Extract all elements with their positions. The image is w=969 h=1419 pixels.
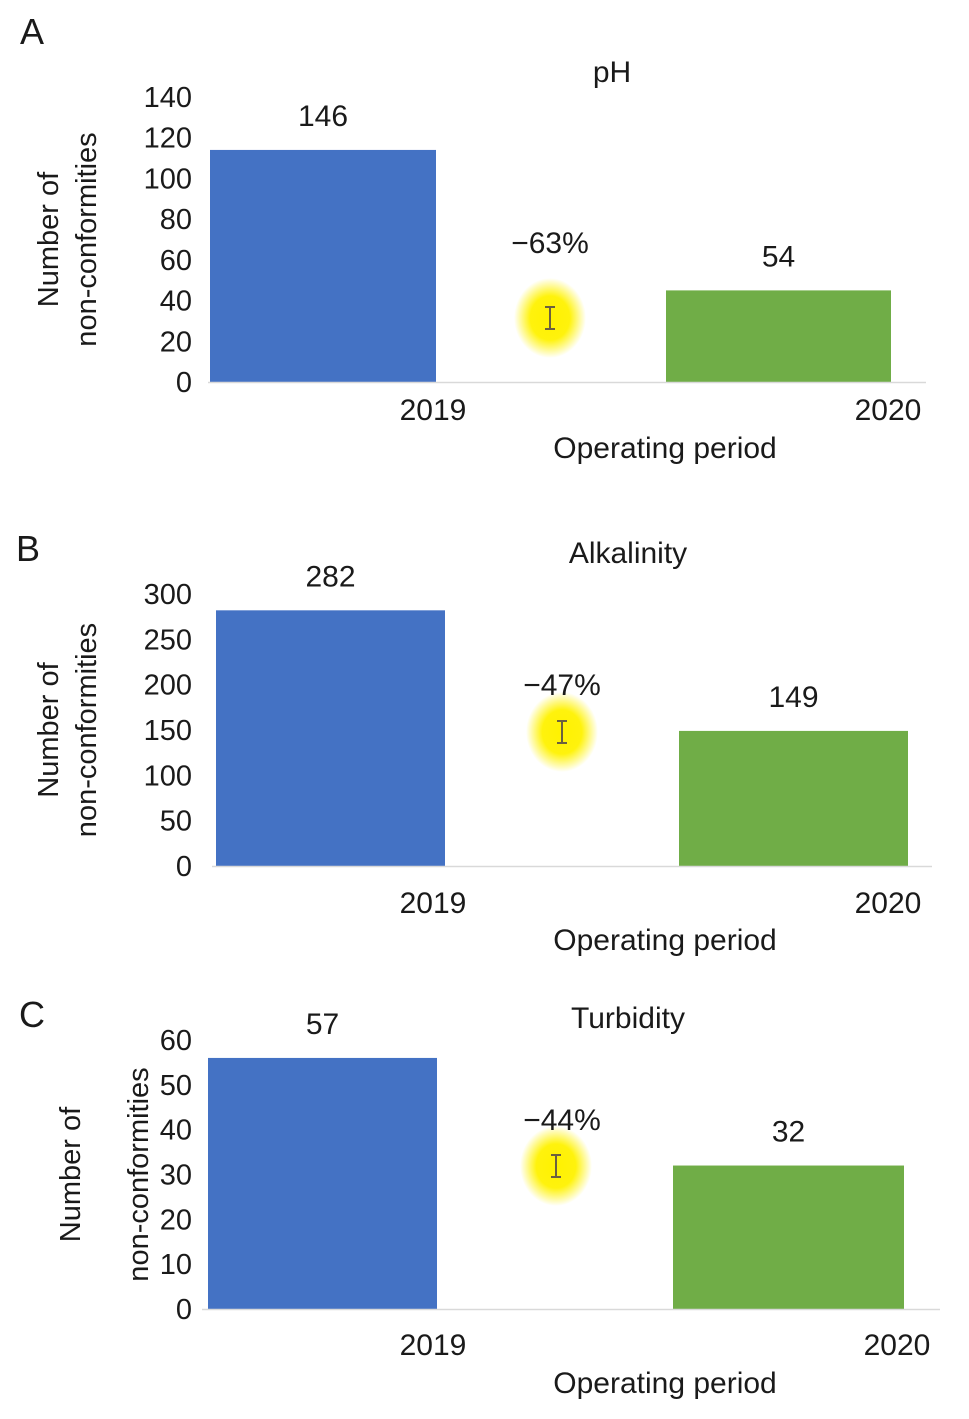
y-tick-label: 100 (144, 760, 192, 792)
y-axis-label-line-2: non-conformities (123, 1067, 155, 1281)
y-axis-label-line-1: Number of (33, 661, 65, 797)
bar-2019 (208, 1057, 437, 1309)
data-label-2019: 57 (306, 1008, 339, 1041)
y-tick-label: 20 (160, 326, 192, 358)
bar-2020 (679, 730, 908, 866)
y-axis-label-line-1: Number of (33, 171, 65, 307)
y-tick-label: 60 (160, 245, 192, 277)
x-tick-label-2019: 2019 (400, 1329, 467, 1362)
panel-label: B (16, 528, 40, 569)
y-tick-label: 250 (144, 624, 192, 656)
y-tick-label: 50 (160, 806, 192, 838)
x-tick-label-2019: 2019 (400, 394, 467, 427)
bar-2019 (216, 610, 445, 866)
data-label-2020: 149 (768, 681, 818, 714)
y-axis-label-line-2: non-conformities (71, 132, 103, 346)
data-label-2019: 282 (305, 560, 355, 593)
chart-title: pH (593, 56, 631, 89)
y-axis-label-line-1: Number of (55, 1106, 87, 1242)
y-tick-label: 0 (176, 367, 192, 399)
data-label-2020: 54 (762, 240, 795, 273)
x-tick-label-2020: 2020 (864, 1329, 931, 1362)
x-axis-label: Operating period (553, 924, 776, 957)
y-tick-label: 10 (160, 1249, 192, 1281)
y-tick-label: 120 (144, 123, 192, 155)
chart-title: Turbidity (571, 1002, 685, 1035)
change-annotation: −47% (523, 669, 601, 702)
x-tick-label-2020: 2020 (855, 394, 922, 427)
y-tick-label: 50 (160, 1070, 192, 1102)
change-annotation: −44% (523, 1104, 601, 1137)
y-tick-label: 150 (144, 715, 192, 747)
data-label-2019: 146 (298, 100, 348, 133)
bar-2019 (210, 149, 436, 382)
text-cursor-icon (551, 1154, 561, 1178)
y-tick-label: 60 (160, 1025, 192, 1057)
y-tick-label: 30 (160, 1160, 192, 1192)
data-label-2020: 32 (772, 1116, 805, 1149)
y-tick-label: 0 (176, 851, 192, 883)
y-tick-label: 40 (160, 286, 192, 318)
y-tick-label: 300 (144, 579, 192, 611)
text-cursor-icon (545, 306, 555, 330)
bar-2020 (666, 290, 891, 382)
panel-label: A (20, 11, 44, 52)
y-tick-label: 200 (144, 670, 192, 702)
change-annotation: −63% (511, 227, 589, 260)
chart-title: Alkalinity (569, 537, 687, 570)
x-tick-label-2019: 2019 (400, 887, 467, 920)
text-cursor-icon (557, 720, 567, 744)
bar-2020 (673, 1165, 904, 1309)
panel-b: B Alkalinity Number of non-conformities 0 50 1… (16, 528, 932, 957)
x-axis-label: Operating period (553, 432, 776, 465)
y-tick-label: 40 (160, 1115, 192, 1147)
y-axis-label-line-2: non-conformities (71, 623, 103, 837)
x-tick-label-2020: 2020 (855, 887, 922, 920)
y-tick-label: 140 (144, 82, 192, 114)
y-tick-label: 80 (160, 204, 192, 236)
panel-c: C Turbidity Number of non-conformities 0 10 20… (19, 994, 940, 1400)
panel-label: C (19, 994, 45, 1035)
y-tick-label: 20 (160, 1204, 192, 1236)
y-tick-label: 0 (176, 1294, 192, 1326)
y-tick-label: 100 (144, 163, 192, 195)
panel-a: ApH Number of non-conformities 0 20 40 60 80 100… (20, 11, 926, 465)
x-axis-label: Operating period (553, 1367, 776, 1400)
